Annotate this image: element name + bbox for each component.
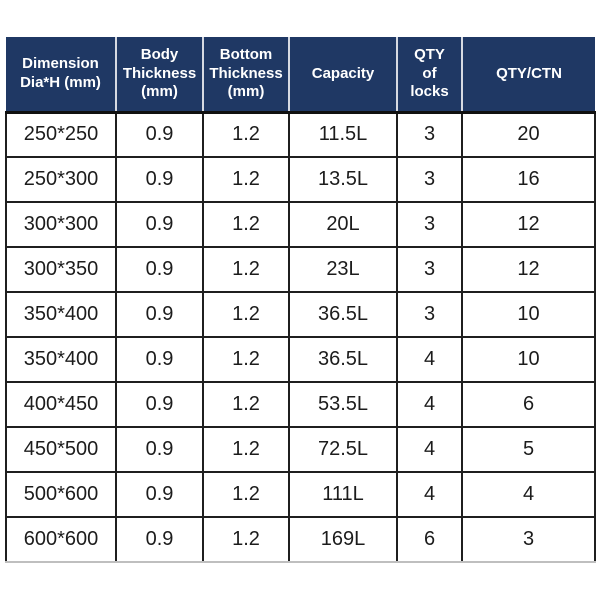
table-cell: 1.2 bbox=[202, 471, 290, 518]
table-cell: 111L bbox=[288, 471, 398, 518]
table-row: 300*350 0.9 1.2 23L 3 12 bbox=[5, 246, 596, 293]
table-cell: 4 bbox=[396, 471, 463, 518]
table-cell: 10 bbox=[461, 291, 596, 338]
table-cell: 0.9 bbox=[115, 111, 204, 158]
table-cell: 4 bbox=[461, 471, 596, 518]
table-row: 350*400 0.9 1.2 36.5L 4 10 bbox=[5, 336, 596, 383]
header-cell: QTY of locks bbox=[397, 37, 463, 114]
table-cell: 300*350 bbox=[5, 246, 117, 293]
table-cell: 250*250 bbox=[5, 111, 117, 158]
table-row: 300*300 0.9 1.2 20L 3 12 bbox=[5, 201, 596, 248]
table-cell: 36.5L bbox=[288, 336, 398, 383]
table-cell: 400*450 bbox=[5, 381, 117, 428]
table-cell: 0.9 bbox=[115, 516, 204, 563]
product-spec-table: Dimension Dia*H (mm) Body Thickness (mm) B… bbox=[5, 37, 596, 563]
table-cell: 16 bbox=[461, 156, 596, 203]
table-cell: 0.9 bbox=[115, 291, 204, 338]
table-cell: 1.2 bbox=[202, 291, 290, 338]
table-row: 450*500 0.9 1.2 72.5L 4 5 bbox=[5, 426, 596, 473]
table-cell: 23L bbox=[288, 246, 398, 293]
table-row: 250*250 0.9 1.2 11.5L 3 20 bbox=[5, 111, 596, 158]
table-cell: 0.9 bbox=[115, 156, 204, 203]
table-cell: 3 bbox=[396, 156, 463, 203]
table-cell: 11.5L bbox=[288, 111, 398, 158]
table-cell: 1.2 bbox=[202, 246, 290, 293]
table-cell: 1.2 bbox=[202, 156, 290, 203]
table-cell: 350*400 bbox=[5, 291, 117, 338]
table-cell: 169L bbox=[288, 516, 398, 563]
table-cell: 3 bbox=[396, 291, 463, 338]
table-cell: 12 bbox=[461, 246, 596, 293]
table-body: 250*250 0.9 1.2 11.5L 3 20 250*300 0.9 1.2 13.5L 3… bbox=[5, 111, 596, 563]
table-cell: 350*400 bbox=[5, 336, 117, 383]
table-cell: 1.2 bbox=[202, 336, 290, 383]
table-cell: 500*600 bbox=[5, 471, 117, 518]
table-cell: 6 bbox=[461, 381, 596, 428]
table-cell: 0.9 bbox=[115, 381, 204, 428]
header-cell: Capacity bbox=[289, 37, 398, 114]
table-cell: 300*300 bbox=[5, 201, 117, 248]
table-cell: 1.2 bbox=[202, 201, 290, 248]
table-cell: 20 bbox=[461, 111, 596, 158]
table-row: 500*600 0.9 1.2 111L 4 4 bbox=[5, 471, 596, 518]
table-cell: 13.5L bbox=[288, 156, 398, 203]
table-cell: 36.5L bbox=[288, 291, 398, 338]
table-cell: 53.5L bbox=[288, 381, 398, 428]
table-cell: 3 bbox=[396, 246, 463, 293]
table-header: Dimension Dia*H (mm) Body Thickness (mm) B… bbox=[6, 37, 595, 114]
table-cell: 1.2 bbox=[202, 516, 290, 563]
table-cell: 6 bbox=[396, 516, 463, 563]
table-row: 400*450 0.9 1.2 53.5L 4 6 bbox=[5, 381, 596, 428]
header-cell: QTY/CTN bbox=[462, 37, 595, 114]
table-cell: 0.9 bbox=[115, 426, 204, 473]
table-cell: 3 bbox=[461, 516, 596, 563]
table-cell: 4 bbox=[396, 336, 463, 383]
table-cell: 450*500 bbox=[5, 426, 117, 473]
table-row: 600*600 0.9 1.2 169L 6 3 bbox=[5, 516, 596, 563]
table-cell: 4 bbox=[396, 426, 463, 473]
table-cell: 4 bbox=[396, 381, 463, 428]
table-cell: 3 bbox=[396, 111, 463, 158]
table-cell: 1.2 bbox=[202, 381, 290, 428]
header-row: Dimension Dia*H (mm) Body Thickness (mm) B… bbox=[6, 37, 595, 114]
table-cell: 600*600 bbox=[5, 516, 117, 563]
table-cell: 3 bbox=[396, 201, 463, 248]
table-cell: 10 bbox=[461, 336, 596, 383]
table-cell: 5 bbox=[461, 426, 596, 473]
table-row: 250*300 0.9 1.2 13.5L 3 16 bbox=[5, 156, 596, 203]
table-row: 350*400 0.9 1.2 36.5L 3 10 bbox=[5, 291, 596, 338]
header-cell: Dimension Dia*H (mm) bbox=[6, 37, 117, 114]
table-cell: 0.9 bbox=[115, 201, 204, 248]
table-cell: 1.2 bbox=[202, 111, 290, 158]
table-cell: 20L bbox=[288, 201, 398, 248]
header-cell: Bottom Thickness (mm) bbox=[203, 37, 290, 114]
table-cell: 0.9 bbox=[115, 336, 204, 383]
table-cell: 0.9 bbox=[115, 471, 204, 518]
table-cell: 1.2 bbox=[202, 426, 290, 473]
table-cell: 250*300 bbox=[5, 156, 117, 203]
table-cell: 12 bbox=[461, 201, 596, 248]
table-cell: 72.5L bbox=[288, 426, 398, 473]
header-cell: Body Thickness (mm) bbox=[116, 37, 204, 114]
table-cell: 0.9 bbox=[115, 246, 204, 293]
